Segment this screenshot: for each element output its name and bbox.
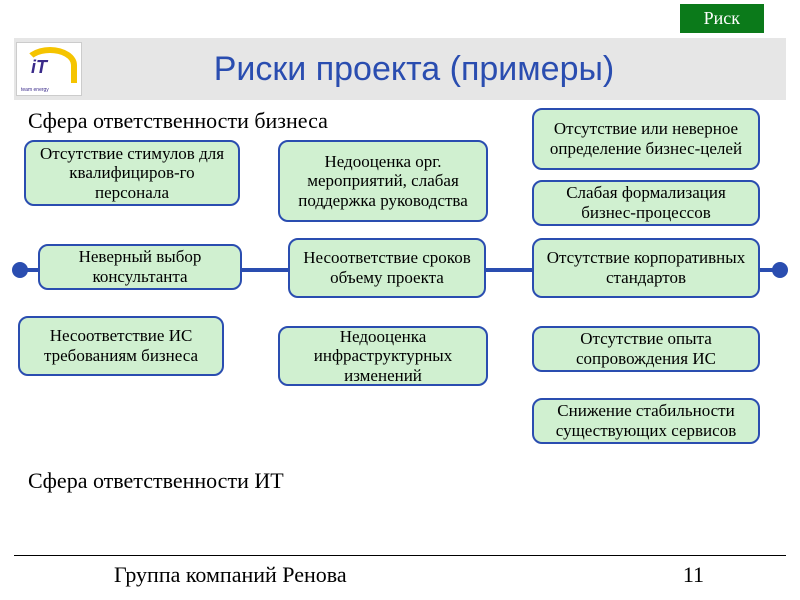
risk-badge: Риск	[680, 4, 764, 33]
logo-subtext: team energy	[21, 87, 49, 93]
footer-divider	[14, 555, 786, 556]
risk-box-formalization: Слабая формализация бизнес-процессов	[532, 180, 760, 226]
risk-box-is-requirements: Несоответствие ИС требованиям бизнеса	[18, 316, 224, 376]
risk-box-infra: Недооценка инфраструктурных изменений	[278, 326, 488, 386]
logo-text: iT	[31, 57, 47, 78]
risk-box-standards: Отсутствие корпоративных стандартов	[532, 238, 760, 298]
page-title: Риски проекта (примеры)	[82, 50, 786, 89]
risk-box-stability: Снижение стабильности существующих серви…	[532, 398, 760, 444]
risk-box-consultant: Неверный выбор консультанта	[38, 244, 242, 290]
risk-box-biz-goals: Отсутствие или неверное определение бизн…	[532, 108, 760, 170]
page-number: 11	[683, 562, 704, 588]
footer-company: Группа компаний Ренова	[114, 562, 347, 588]
header-band: iT team energy Риски проекта (примеры)	[14, 38, 786, 100]
risk-box-incentives: Отсутствие стимулов для квалифициров-го …	[24, 140, 240, 206]
risk-box-org-events: Недооценка орг. мероприятий, слабая подд…	[278, 140, 488, 222]
risk-box-schedule: Несоответствие сроков объему проекта	[288, 238, 486, 298]
risk-box-support-exp: Отсутствие опыта сопровождения ИС	[532, 326, 760, 372]
section-label-business: Сфера ответственности бизнеса	[28, 108, 328, 134]
logo: iT team energy	[16, 42, 82, 96]
section-label-it: Сфера ответственности ИТ	[28, 468, 284, 494]
diagram-content: Сфера ответственности бизнеса Отсутствие…	[14, 108, 786, 548]
